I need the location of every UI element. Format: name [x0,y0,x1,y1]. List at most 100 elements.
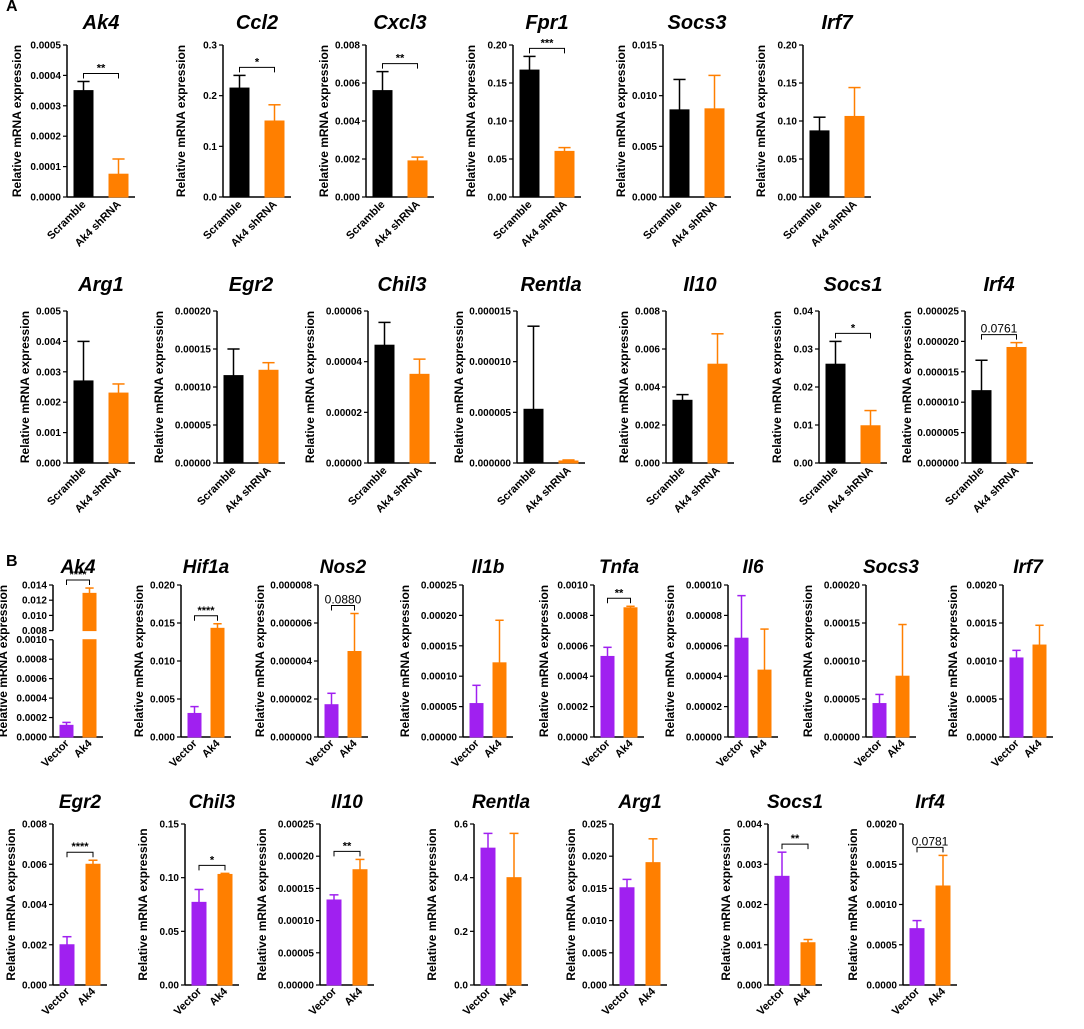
y-tick-label: 0.014 [22,581,47,592]
x-category-label: Ak4 [613,737,636,760]
y-tick-label: 0.004 [737,820,762,831]
y-tick-label: 0.000000 [270,733,312,744]
y-tick-label: 0.002 [22,940,47,951]
bar [704,108,725,198]
chart-b-socs3-19: Socs3 Relative mRNA expression 0.00000 0.00… [801,557,919,770]
chart-b-irf4-27: Irf4 Relative mRNA expression 0.0000 0.0005… [846,792,957,1018]
significance-label: ** [343,840,352,852]
y-tick-label: 0.0000 [16,733,47,744]
bar [909,928,925,986]
chart-title: Socs3 [863,557,919,578]
bar [872,703,887,738]
x-category-label: Ak4 [496,985,519,1008]
y-tick-label: 0.0006 [557,641,588,652]
chart-a-il10-10: Il10 Relative mRNA expression 0.000 0.002 0.… [617,274,734,515]
x-category-label: Ak4 [482,737,505,760]
y-tick-label: 0.002 [36,398,61,409]
significance-bracket [781,843,809,850]
chart-b-rentla-24: Rentla Relative mRNA expression 0.0 0.2 0.4 0… [425,792,530,1018]
y-tick-label: 0.00002 [326,408,363,419]
y-tick-label: 0.000002 [270,695,312,706]
bar [108,392,129,464]
y-tick-label: 0.000 [582,981,607,992]
y-tick-label: 0.03 [794,345,814,356]
y-tick-label: 0.00025 [421,581,458,592]
y-tick-label: 0.0001 [30,162,61,173]
y-tick-label: 0.0005 [30,41,61,52]
bar [73,90,94,198]
y-axis-label: Relative mRNA expression [564,828,578,980]
y-tick-label: 0.008 [22,820,47,831]
chart-title: Egr2 [229,274,273,296]
y-tick-label: 0.000025 [917,307,959,318]
bar [554,150,575,198]
chart-title: Arg1 [617,792,661,813]
y-tick-label: 0.00010 [175,383,212,394]
y-tick-label: 0.000020 [917,337,959,348]
y-tick-label: 0.0003 [30,101,61,112]
y-tick-label: 0.00006 [326,307,363,318]
y-tick-label: 0.0020 [966,581,997,592]
significance-bracket [333,850,361,857]
y-tick-label: 0.002 [737,900,762,911]
y-tick-label: 0.2 [454,927,468,938]
y-tick-label: 0.00020 [421,611,458,622]
y-tick-label: 0.0010 [866,900,897,911]
significance-label: **** [69,569,87,581]
panel-label-b: B [6,553,18,570]
bar [73,380,94,464]
y-tick-label: 0.01 [794,421,814,432]
x-category-label: Ak4 [925,985,948,1008]
x-category-label: Ak4 [342,985,365,1008]
bar [600,655,615,738]
y-tick-label: 0.10 [160,873,180,884]
y-tick-label: 0.0000 [966,733,997,744]
x-category-label: Ak4 [75,985,98,1008]
y-tick-label: 0.004 [335,117,360,128]
y-tick-label: 0.00010 [421,672,458,683]
x-category-label: Ak4 [200,737,223,760]
significance-label: **** [197,605,215,617]
y-tick-label: 0.6 [454,820,468,831]
bar [374,344,395,464]
y-tick-label: 0.00000 [278,981,315,992]
y-tick-label: 0.00020 [175,307,212,318]
chart-a-socs3-4: Socs3 Relative mRNA expression 0.000 0.005 0… [614,12,731,249]
chart-a-arg1-6: Arg1 Relative mRNA expression 0.000 0.001 0.… [18,274,135,515]
y-axis-label: Relative mRNA expression [4,828,18,980]
y-tick-label: 0.006 [635,345,660,356]
bar [372,90,393,198]
y-axis-label: Relative mRNA expression [537,585,551,737]
chart-a-egr2-7: Egr2 Relative mRNA expression 0.00000 0.000… [152,274,285,515]
y-axis-label: Relative mRNA expression [317,45,331,197]
y-tick-label: 0.001 [737,940,762,951]
chart-b-il6-18: Il6 Relative mRNA expression 0.00000 0.0000… [663,557,778,770]
chart-title: Il6 [742,557,764,578]
chart-title: Irf4 [915,792,945,813]
y-tick-label: 0.000 [150,733,175,744]
y-tick-label: 0.010 [22,611,47,622]
y-axis-label: Relative mRNA expression [846,828,860,980]
y-tick-label: 0.00006 [686,641,723,652]
y-tick-label: 0.0000 [30,193,61,204]
y-tick-label: 0.0004 [557,672,588,683]
y-tick-label: 0.008 [22,626,47,637]
x-category-label: Ak4 [635,985,658,1008]
y-tick-label: 0.0010 [557,581,588,592]
y-axis-label: Relative mRNA expression [398,585,412,737]
chart-a-socs1-11: Socs1 Relative mRNA expression 0.00 0.01 0.0… [770,274,887,515]
bar [492,662,507,738]
x-category-label: Ak4 [790,985,813,1008]
y-tick-label: 0.000 [36,459,61,470]
bar [707,363,728,464]
y-tick-label: 0.20 [778,41,798,52]
chart-a-fpr1-3: Fpr1 Relative mRNA expression 0.00 0.05 0.10… [464,12,581,249]
y-tick-label: 0.00010 [278,916,315,927]
y-tick-label: 0.00025 [278,820,315,831]
y-tick-label: 0.005 [150,695,175,706]
y-tick-label: 0.15 [488,79,508,90]
y-tick-label: 0.000015 [917,367,959,378]
y-tick-label: 0.00000 [326,459,363,470]
y-tick-label: 0.02 [794,383,814,394]
significance-label: **** [71,841,89,853]
